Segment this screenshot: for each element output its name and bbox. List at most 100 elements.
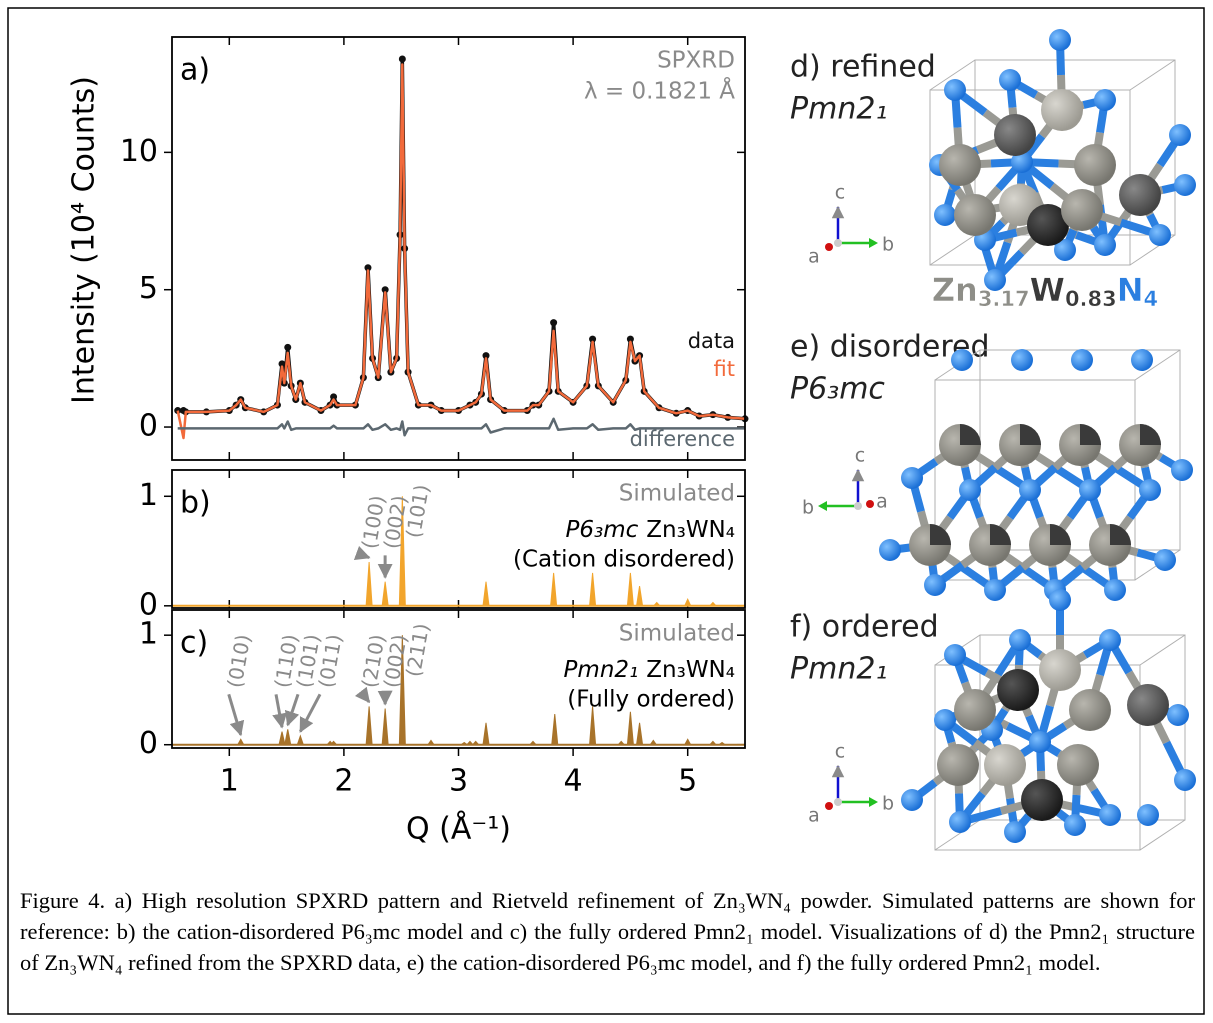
metal-atom: [997, 669, 1039, 711]
formula: Zn₃WN₄: [646, 517, 735, 543]
peak: [465, 740, 475, 746]
axis-label: c: [835, 182, 845, 204]
peak: [459, 741, 469, 746]
metal-w-share: [960, 424, 981, 445]
peak: [683, 738, 692, 746]
peak: [365, 561, 373, 607]
metal-atom: [994, 114, 1036, 156]
n-atom: [1011, 151, 1033, 173]
axis-label: c: [855, 445, 865, 467]
series-line: [176, 63, 746, 440]
data-point: [364, 264, 372, 272]
n-atom: [1169, 124, 1191, 146]
hkl-arrow: [227, 693, 245, 737]
n-atom: [1154, 549, 1176, 571]
formula: Zn₃WN₄: [646, 657, 735, 683]
peak: [649, 739, 658, 746]
metal-atom: [939, 144, 981, 186]
hkl-arrow: [353, 545, 371, 561]
axis-label: c: [835, 741, 845, 763]
peak: [398, 496, 406, 607]
metal-atom: [1119, 174, 1161, 216]
space-group: P6₃mc: [565, 517, 638, 543]
axis-origin: [854, 502, 862, 510]
description: (Cation disordered): [513, 547, 735, 573]
axis-origin: [834, 239, 842, 247]
data-point: [284, 343, 292, 351]
n-atom: [1054, 239, 1076, 261]
peak: [635, 586, 644, 607]
peak: [626, 711, 634, 746]
metal-atom: [1039, 649, 1081, 691]
n-atom: [934, 709, 956, 731]
n-atom: [1171, 459, 1193, 481]
note: SPXRD: [657, 48, 735, 74]
peak: [365, 706, 373, 746]
legend-entry: fit: [714, 357, 735, 381]
unit-cell: [929, 59, 1176, 266]
x-tick-label: 3: [449, 764, 468, 799]
phase-label: Pmn2₁ Zn₃WN₄: [564, 657, 735, 683]
metal-w-share: [990, 524, 1011, 545]
peak: [427, 739, 435, 746]
metal-atom: [1069, 689, 1111, 731]
series-line: [177, 57, 746, 421]
n-atom: [1004, 821, 1026, 843]
peak: [471, 740, 480, 746]
figure-border: [7, 7, 1205, 1015]
n-atom: [901, 467, 923, 489]
peak: [236, 738, 245, 746]
peak: [626, 572, 634, 607]
y-tick-label: 1: [139, 617, 158, 652]
peak: [708, 601, 718, 607]
axis-label: a: [808, 246, 820, 268]
n-atom: [959, 479, 981, 501]
plot-frame: [171, 469, 746, 609]
structure-label: f) ordered: [790, 610, 939, 645]
metal-atom: [1074, 144, 1116, 186]
metal-atom: [1041, 89, 1083, 131]
data-point: [381, 286, 389, 294]
peak: [589, 572, 597, 607]
n-atom: [924, 574, 946, 596]
axis-b-head: [869, 238, 878, 248]
n-atom: [1149, 224, 1171, 246]
panel-label: c): [180, 626, 208, 661]
space-group: P6₃mc: [790, 372, 885, 407]
structure-label: d) refined: [790, 50, 936, 85]
metal-atom: [1057, 744, 1099, 786]
axis-label: b: [802, 497, 814, 519]
peak: [708, 740, 718, 746]
peak: [551, 713, 559, 746]
data-point: [398, 55, 406, 63]
peak: [528, 740, 538, 746]
peak: [329, 740, 338, 746]
axis-label: b: [882, 793, 894, 815]
n-atom: [1009, 629, 1031, 651]
axis-a: [866, 500, 874, 508]
n-atom: [1019, 479, 1041, 501]
phase-label: P6₃mc Zn₃WN₄: [565, 517, 735, 543]
n-atom: [901, 789, 923, 811]
data-point: [626, 335, 634, 343]
space-group: Pmn2₁: [790, 92, 887, 127]
description: (Fully ordered): [567, 687, 735, 713]
y-axis-label: Intensity (10⁴ Counts): [67, 76, 102, 404]
caption: Figure 4. a) High resolution SPXRD patte…: [20, 888, 1195, 975]
n-atom: [1094, 234, 1116, 256]
hkl-label: (101): [401, 483, 434, 540]
metal-atom: [954, 689, 996, 731]
n-atom: [1079, 479, 1101, 501]
data-point: [482, 352, 490, 360]
peak: [284, 729, 292, 746]
metal-w-share: [1080, 424, 1101, 445]
peak: [717, 741, 727, 746]
n-atom: [1139, 479, 1161, 501]
n-atom: [934, 204, 956, 226]
peak: [482, 722, 490, 746]
metal-atom: [1127, 684, 1169, 726]
n-atom: [1064, 814, 1086, 836]
y-tick-label: 10: [120, 134, 158, 169]
data-point: [330, 393, 338, 401]
